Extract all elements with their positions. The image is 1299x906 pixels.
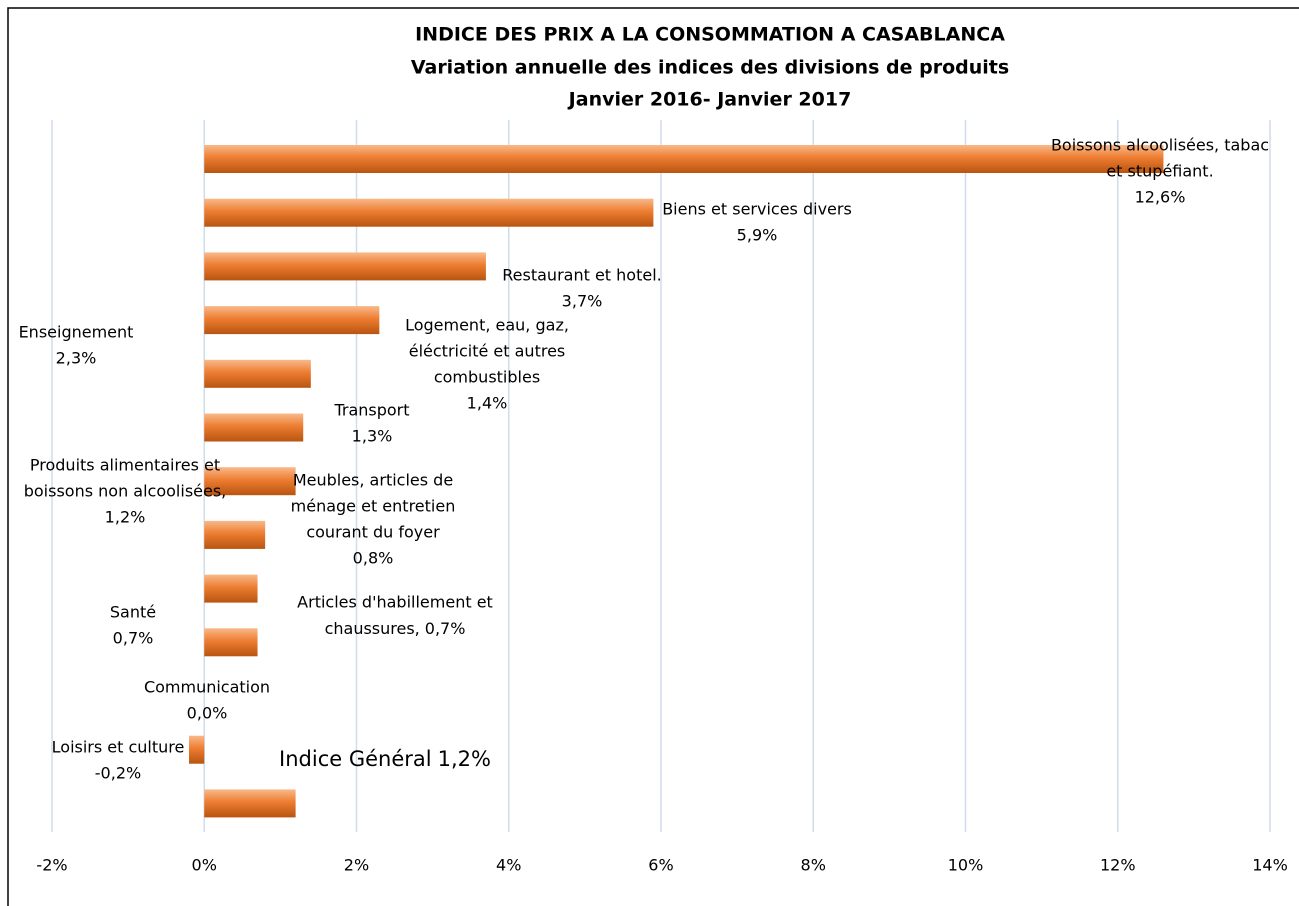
category-label: Transport — [333, 401, 409, 420]
category-label: éléctricité et autres — [409, 342, 566, 361]
category-label: combustibles — [434, 368, 540, 387]
x-tick-label: 10% — [948, 856, 984, 875]
value-label: 0,0% — [187, 704, 228, 723]
value-label: 1,3% — [352, 427, 393, 446]
category-label: Produits alimentaires et — [30, 456, 220, 475]
x-tick-label: 14% — [1252, 856, 1288, 875]
x-tick-label: 2% — [344, 856, 369, 875]
category-label: Biens et services divers — [662, 200, 852, 219]
value-label: 3,7% — [562, 292, 603, 311]
value-label: 1,2% — [438, 747, 491, 771]
bar — [204, 306, 380, 335]
value-label: 0,8% — [353, 549, 394, 568]
category-label: Boissons alcoolisées, tabac — [1051, 136, 1269, 155]
category-label: Restaurant et hotel. — [502, 266, 661, 285]
category-label: courant du foyer — [306, 523, 440, 542]
bar — [189, 735, 205, 764]
bar — [204, 145, 1164, 173]
x-tick-label: 0% — [192, 856, 217, 875]
chart-border — [7, 7, 1299, 906]
data-label: Indice Général 1,2% — [279, 747, 491, 771]
x-tick-label: 4% — [496, 856, 521, 875]
value-label: 0,7% — [425, 619, 466, 638]
category-label: et stupéfiant. — [1106, 162, 1213, 181]
category-label: Meubles, articles de — [293, 471, 453, 490]
chart-title: INDICE DES PRIX A LA CONSOMMATION A CASA… — [415, 24, 1005, 46]
value-label: 2,3% — [56, 349, 97, 368]
category-label: chaussures, — [325, 619, 420, 638]
bar — [204, 413, 304, 442]
chart-subtitle: Janvier 2016- Janvier 2017 — [567, 89, 852, 111]
category-label: Santé — [110, 603, 156, 622]
bar — [204, 789, 296, 818]
bar — [204, 628, 258, 657]
value-label: 1,2% — [105, 508, 146, 527]
bar — [204, 252, 486, 281]
x-tick-label: 6% — [648, 856, 673, 875]
category-label: Indice Général — [279, 747, 432, 771]
bar — [204, 198, 654, 227]
bar — [204, 359, 311, 388]
value-label: -0,2% — [95, 764, 141, 783]
data-label: chaussures, 0,7% — [325, 619, 466, 638]
chart-subtitle: Variation annuelle des indices des divis… — [411, 57, 1009, 79]
x-tick-label: -2% — [36, 856, 67, 875]
x-tick-label: 12% — [1100, 856, 1136, 875]
category-label: ménage et entretien — [291, 497, 456, 516]
bar — [204, 520, 266, 549]
bar — [204, 574, 258, 603]
value-label: 1,4% — [467, 394, 508, 413]
category-label: Enseignement — [19, 323, 134, 342]
category-label: Communication — [144, 678, 270, 697]
category-label: Loisirs et culture — [52, 738, 185, 757]
category-label: Articles d'habillement et — [297, 593, 493, 612]
value-label: 5,9% — [737, 226, 778, 245]
bar — [204, 467, 296, 496]
category-label: Logement, eau, gaz, — [405, 316, 569, 335]
x-tick-label: 8% — [801, 856, 826, 875]
value-label: 12,6% — [1135, 188, 1186, 207]
category-label: boissons non alcoolisées, — [24, 482, 227, 501]
value-label: 0,7% — [113, 629, 154, 648]
